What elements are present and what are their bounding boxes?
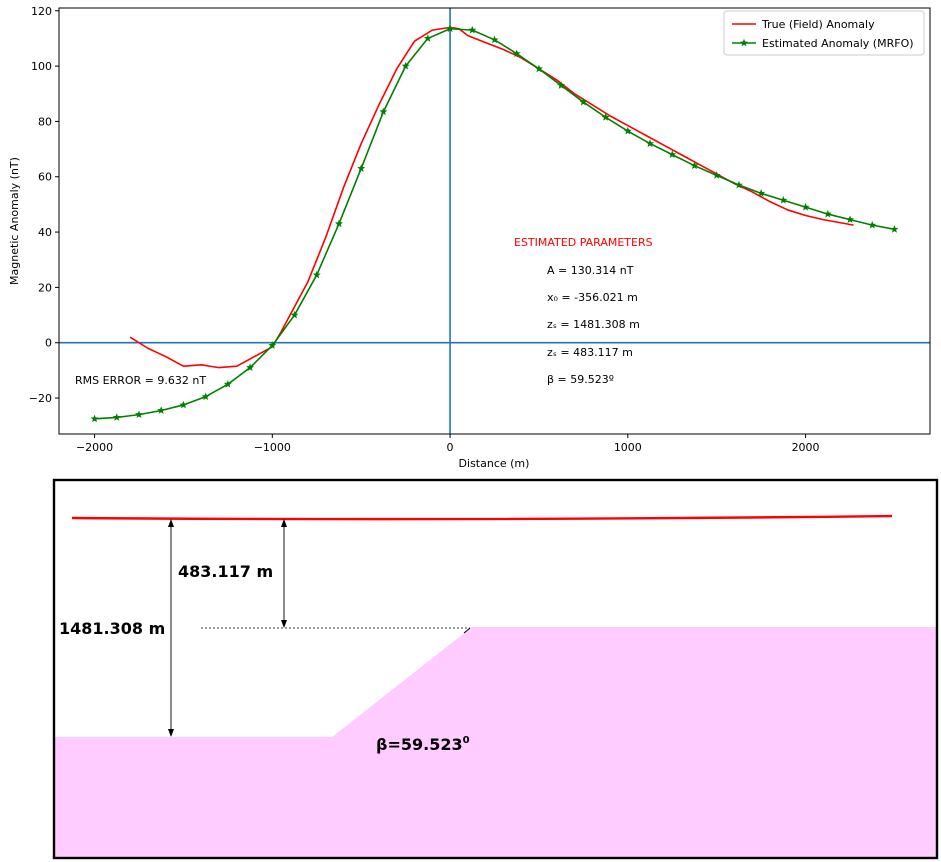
- y-tick-label-6: 100: [31, 60, 52, 73]
- y-axis-label: Magnetic Anomaly (nT): [8, 157, 21, 285]
- series-1-point-24: [623, 126, 632, 135]
- legend-box: [723, 10, 925, 56]
- shallow-depth-arrow-head-bottom-icon: [281, 620, 287, 628]
- model-frame: [52, 478, 939, 860]
- y-tick-label-1: 0: [45, 337, 52, 350]
- series-1-point-20: [534, 64, 543, 73]
- fault-corner-tick: [463, 627, 471, 634]
- series-1-point-32: [801, 202, 810, 211]
- param-beta: β = 59.523º: [547, 373, 614, 386]
- series-1-point-0: [90, 414, 99, 423]
- series-1-point-5: [201, 392, 210, 401]
- series-1-point-30: [757, 189, 766, 197]
- legend-label-true-anomaly: True (Field) Anomaly: [761, 18, 875, 31]
- series-1-point-21: [557, 81, 566, 89]
- series-1-point-36: [890, 225, 899, 233]
- series-1-point-9: [290, 310, 299, 319]
- anomaly-chart: −2000 −1000 0 1000 2000 −20 0 20 40 60 80 100 120 Di…: [8, 5, 931, 470]
- series-1-point-23: [601, 113, 610, 121]
- series-1-point-19: [512, 49, 521, 58]
- series-1-point-34: [846, 215, 854, 224]
- series-1-point-18: [490, 35, 499, 44]
- series-1-point-10: [312, 270, 321, 279]
- series-1-point-8: [268, 341, 277, 349]
- y-tick-label-7: 120: [31, 5, 52, 18]
- series-1-point-25: [646, 139, 655, 147]
- series-1-point-4: [179, 400, 188, 409]
- dip-angle-label-text: β=59.523: [376, 735, 463, 754]
- series-1-point-6: [223, 380, 232, 388]
- param-x0: x₀ = -356.021 m: [547, 291, 638, 304]
- legend-label-estimated-anomaly: Estimated Anomaly (MRFO): [762, 37, 914, 50]
- ticks-layer: −2000 −1000 0 1000 2000 −20 0 20 40 60 80 100 120: [29, 5, 820, 454]
- param-amplitude: A = 130.314 nT: [547, 264, 634, 277]
- series-1-point-31: [779, 196, 788, 204]
- shallow-depth-label: 483.117 m: [178, 562, 273, 581]
- fault-model-diagram: 483.117 m 1481.308 m β=59.5230: [52, 478, 939, 860]
- series-1-point-12: [357, 164, 366, 172]
- series-1-point-3: [157, 406, 166, 414]
- param-zs-shallow: zₛ = 483.117 m: [547, 346, 633, 359]
- y-tick-label-4: 60: [38, 171, 52, 184]
- shallow-depth-arrow-head-top-icon: [281, 519, 287, 527]
- y-tick-label-3: 40: [38, 226, 52, 239]
- plot-frame: [58, 7, 931, 435]
- series-1-point-16: [446, 24, 455, 33]
- x-tick-label-1: −1000: [254, 441, 291, 454]
- series-1-point-26: [668, 150, 677, 159]
- deep-depth-arrow-head-bottom-icon: [168, 729, 174, 737]
- series-1-point-11: [334, 219, 343, 228]
- series-1-point-13: [379, 107, 388, 116]
- x-tick-label-2: 0: [447, 441, 454, 454]
- legend-star-marker-icon: [740, 38, 748, 47]
- series-1-point-2: [135, 410, 143, 419]
- series-1-point-29: [734, 180, 743, 189]
- series-layer: [90, 24, 899, 423]
- x-axis-label: Distance (m): [459, 457, 530, 470]
- ground-surface-line: [71, 514, 893, 521]
- dip-angle-label-sup: 0: [463, 735, 470, 746]
- deep-depth-label: 1481.308 m: [59, 619, 165, 638]
- series-1-point-27: [690, 161, 699, 170]
- x-tick-label-0: −2000: [76, 441, 113, 454]
- dip-angle-label: β=59.5230: [376, 735, 470, 754]
- y-tick-label-5: 80: [38, 115, 52, 128]
- faulted-body: [54, 627, 937, 858]
- series-line-0: [129, 26, 854, 369]
- series-1-point-35: [868, 220, 877, 229]
- series-1-point-17: [468, 25, 477, 34]
- series-1-point-28: [712, 171, 721, 179]
- series-1-point-1: [112, 413, 121, 421]
- series-1-point-15: [423, 34, 432, 42]
- legend: True (Field) Anomaly Estimated Anomaly (…: [723, 10, 925, 56]
- x-tick-label-3: 1000: [614, 441, 642, 454]
- estimated-parameters-heading: ESTIMATED PARAMETERS: [514, 236, 653, 249]
- y-tick-label-2: 20: [38, 281, 52, 294]
- series-1-point-7: [246, 363, 255, 372]
- deep-depth-arrow-head-top-icon: [168, 519, 174, 527]
- param-zs-deep: zₛ = 1481.308 m: [547, 318, 640, 331]
- rms-error-label: RMS ERROR = 9.632 nT: [75, 374, 206, 387]
- plot-background: [59, 8, 930, 434]
- y-tick-label-0: −20: [29, 392, 52, 405]
- series-1-point-14: [401, 61, 410, 70]
- x-tick-label-4: 2000: [792, 441, 820, 454]
- series-1-point-22: [579, 97, 588, 106]
- series-1-point-33: [823, 209, 832, 218]
